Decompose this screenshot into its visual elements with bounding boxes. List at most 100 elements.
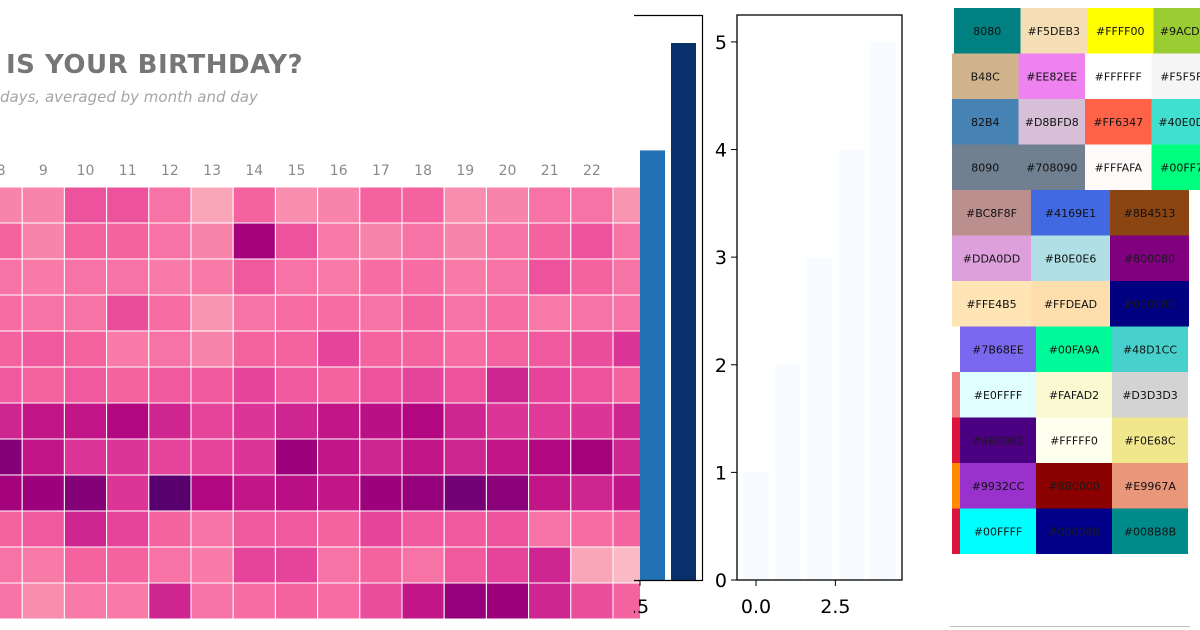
color-swatch — [1036, 326, 1112, 372]
heatmap-cell — [21, 438, 65, 476]
heatmap-cell — [443, 438, 487, 476]
heatmap-day-tick-label: 18 — [414, 163, 432, 179]
heatmap-cell — [190, 330, 234, 368]
heatmap-cell — [190, 294, 234, 332]
y-tick-label: 3 — [715, 247, 727, 269]
color-swatch — [1151, 53, 1200, 99]
heatmap-day-tick-label: 8 — [0, 163, 6, 179]
heatmap-cell — [232, 186, 276, 224]
heatmap-cell — [359, 222, 403, 260]
color-swatch-label: #00FA9A — [1049, 343, 1100, 356]
color-swatch — [1112, 326, 1188, 372]
heatmap-cell — [317, 402, 361, 440]
heatmap-cell — [317, 546, 361, 584]
heatmap-cell — [0, 294, 23, 332]
heatmap-cell — [232, 222, 276, 260]
heatmap-cell — [63, 330, 108, 368]
heatmap-cell — [148, 330, 192, 368]
color-swatch — [952, 190, 1031, 236]
heatmap-cell — [359, 186, 403, 224]
bar — [640, 150, 665, 580]
heatmap-cell — [63, 258, 108, 296]
color-swatch-label: #00008B — [1048, 525, 1100, 538]
color-swatch — [952, 99, 1019, 145]
heatmap-cell — [485, 258, 530, 296]
heatmap-cell — [148, 258, 192, 296]
heatmap-cell — [274, 186, 319, 224]
heatmap-cell — [21, 330, 65, 368]
color-swatch — [1036, 508, 1112, 554]
color-swatch-label: #8B0000 — [1048, 480, 1100, 493]
color-swatch-label: #D8BFD8 — [1025, 116, 1079, 129]
heatmap-cell — [274, 546, 319, 584]
heatmap-cell — [359, 366, 403, 404]
heatmap-day-tick-label: 15 — [288, 163, 306, 179]
heatmap-cell — [106, 258, 150, 296]
heatmap-cell — [190, 510, 234, 548]
color-swatch-label: #000080 — [1124, 298, 1175, 311]
color-swatch-label: #FFE4B5 — [966, 298, 1016, 311]
heatmap-cell — [359, 258, 403, 296]
color-swatch-label: #FAFAD2 — [1049, 389, 1099, 402]
pale-bar-chart: 0 1 2 3 4 5 0.0 2.5 — [715, 14, 903, 618]
axes-frame — [736, 14, 903, 581]
heatmap-cell — [106, 186, 150, 224]
heatmap-cell — [63, 402, 108, 440]
color-swatch-label: #E9967A — [1124, 480, 1176, 493]
heatmap-cell — [401, 402, 445, 440]
blue-bar-chart: .5 — [634, 14, 704, 618]
heatmap-cell — [0, 366, 23, 404]
heatmap-cell — [106, 222, 150, 260]
color-swatch-label: #4B0082 — [972, 434, 1024, 447]
heatmap-cell — [612, 402, 640, 440]
bar — [838, 149, 864, 580]
heatmap-cell — [485, 546, 530, 584]
color-swatch-label: #800080 — [1124, 252, 1175, 265]
heatmap-cell — [148, 186, 192, 224]
swatch-edge-sliver — [952, 508, 960, 554]
color-swatch-label: #00FFFF — [974, 525, 1023, 538]
heatmap-cell — [0, 222, 23, 260]
heatmap-cell — [443, 366, 487, 404]
color-swatch — [1018, 99, 1085, 145]
y-tick-label: 1 — [715, 462, 727, 484]
color-swatch-label: #008B8B — [1124, 525, 1176, 538]
color-swatch-label: #FFFFFF — [1095, 70, 1142, 83]
heatmap-cell — [190, 366, 234, 404]
heatmap-cell — [570, 366, 614, 404]
heatmap-cell — [443, 546, 487, 584]
heatmap-cell — [317, 366, 361, 404]
heatmap-cell — [148, 366, 192, 404]
color-swatch-label: #FF6347 — [1093, 116, 1143, 129]
color-swatch — [1112, 372, 1188, 418]
color-swatch-label: #FFFF00 — [1096, 25, 1145, 38]
heatmap-cell — [485, 186, 530, 224]
heatmap-cell — [528, 330, 572, 368]
heatmap-cell — [190, 402, 234, 440]
color-swatch-label: B48C — [971, 70, 1001, 83]
heatmap-cell — [401, 474, 445, 512]
heatmap-cell — [190, 258, 234, 296]
heatmap-cell — [317, 582, 361, 620]
heatmap-cell — [190, 546, 234, 584]
bar — [671, 43, 696, 580]
heatmap-cell — [443, 582, 487, 620]
heatmap-cell — [317, 510, 361, 548]
color-swatch-label: #708090 — [1026, 161, 1077, 174]
heatmap-cell — [528, 258, 572, 296]
heatmap-cell — [274, 438, 319, 476]
heatmap-cell — [148, 402, 192, 440]
heatmap-cell — [485, 438, 530, 476]
color-swatch — [954, 8, 1021, 54]
heatmap-cell — [570, 438, 614, 476]
heatmap-cell — [63, 582, 108, 620]
heatmap-cell — [528, 402, 572, 440]
color-swatch — [1112, 463, 1188, 509]
heatmap-cell — [485, 582, 530, 620]
y-tick-label: 5 — [715, 32, 727, 54]
heatmap-cell — [317, 330, 361, 368]
heatmap-cell — [232, 294, 276, 332]
heatmap-cell — [443, 258, 487, 296]
heatmap-cell — [0, 510, 23, 548]
heatmap-cell — [401, 546, 445, 584]
